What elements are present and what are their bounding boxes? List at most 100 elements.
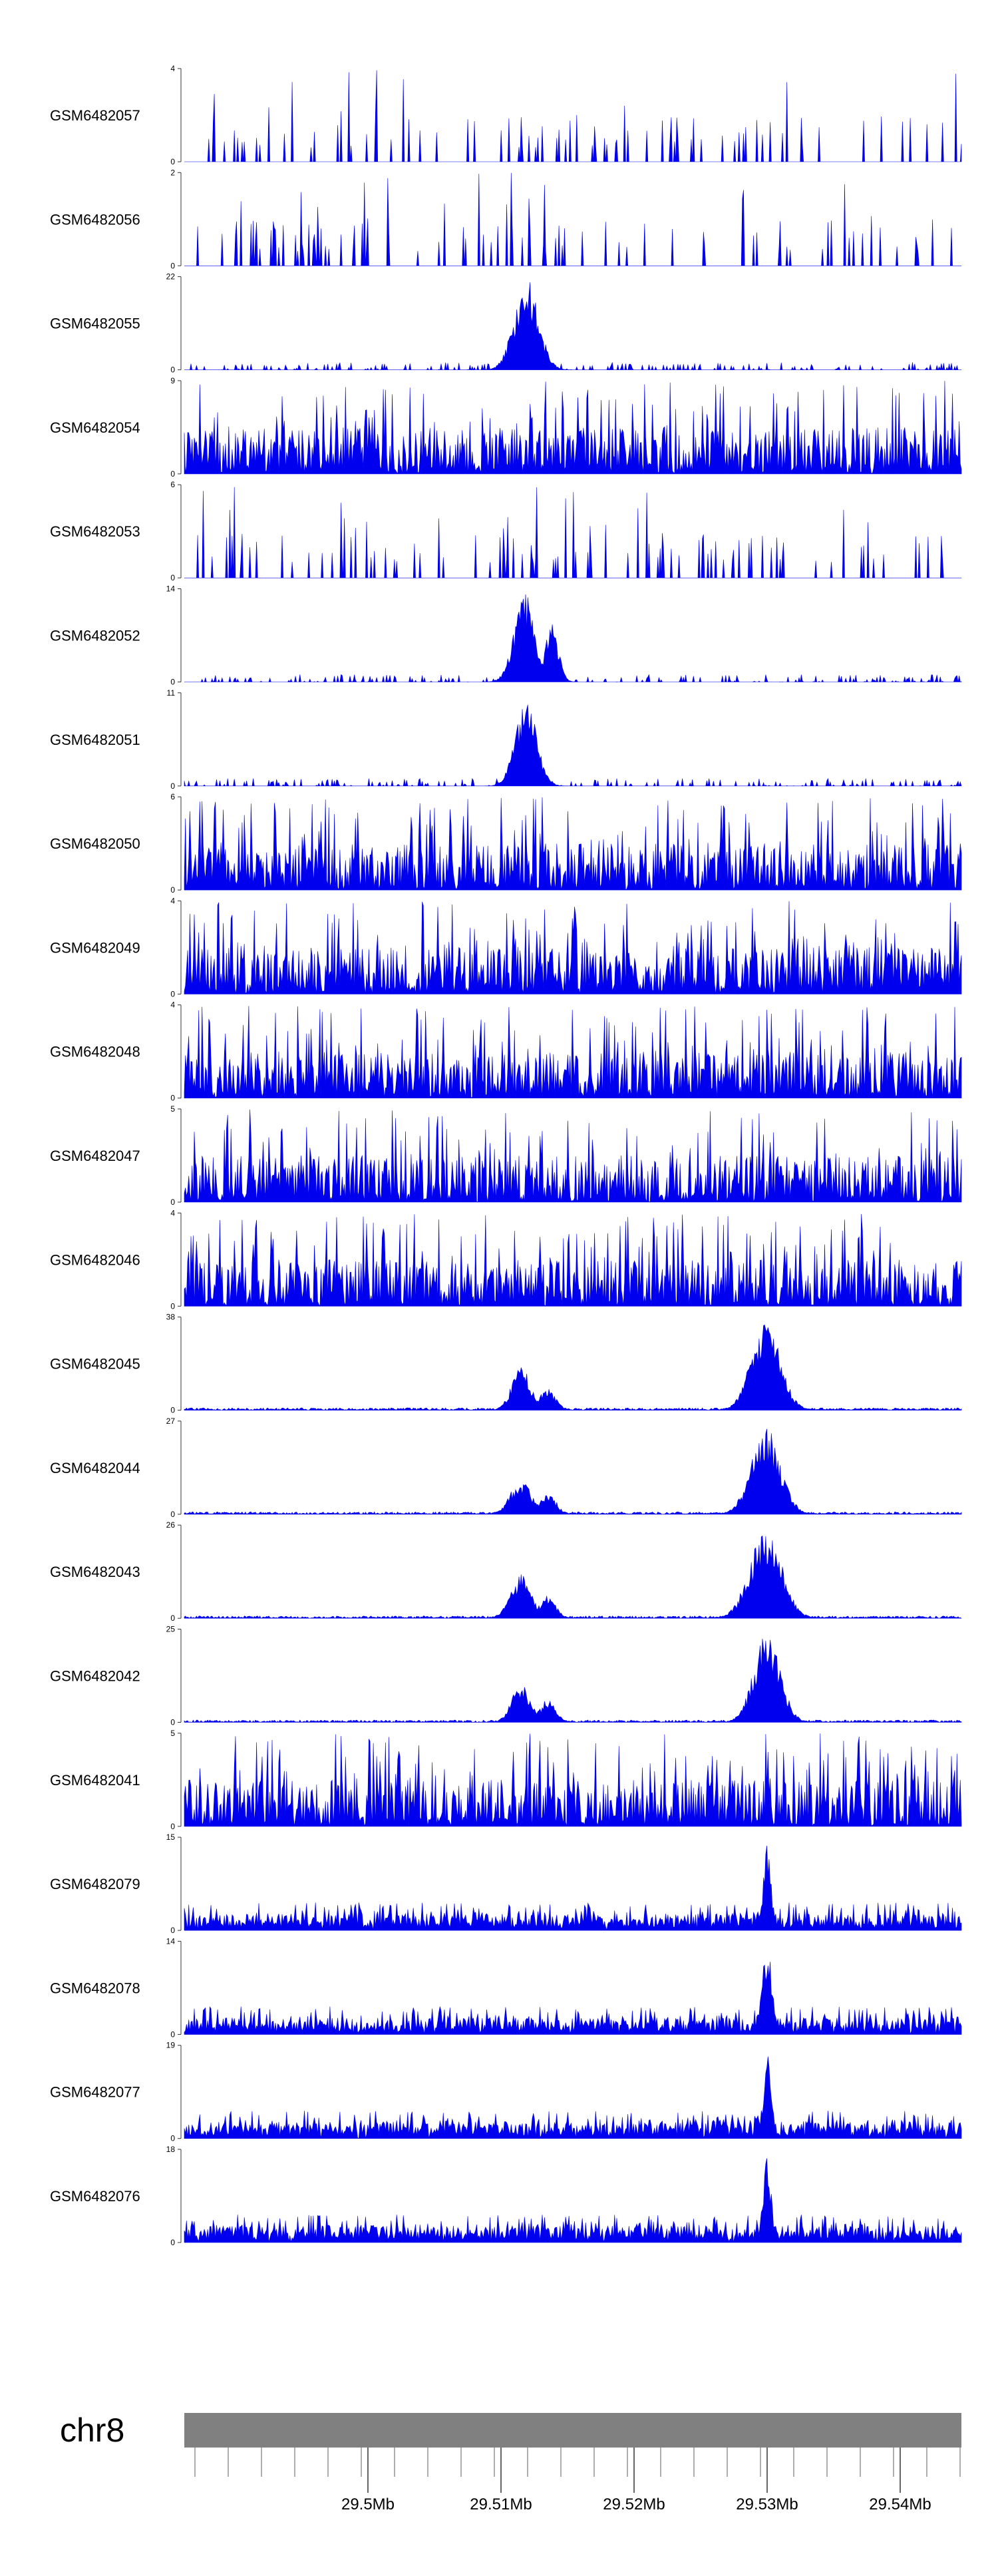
y-min-label: 0 [170, 1926, 175, 1935]
signal-area [184, 2158, 962, 2243]
track-GSM6482048: GSM6482048 4 0 [50, 1000, 962, 1103]
track-label: GSM6482056 [50, 211, 140, 228]
y-min-label: 0 [170, 469, 175, 479]
track-GSM6482044: GSM6482044 27 0 [50, 1416, 962, 1519]
signal-area [184, 1638, 962, 1723]
track-GSM6482042: GSM6482042 25 0 [50, 1625, 962, 1727]
track-label: GSM6482046 [50, 1251, 140, 1268]
signal-area [184, 282, 961, 371]
genomic-axis: 29.5Mb 29.51Mb 29.52Mb 29.53Mb 29.54Mb [194, 2448, 961, 2513]
y-min-label: 0 [170, 2134, 175, 2143]
y-max-label: 38 [166, 1313, 176, 1322]
track-label: GSM6482042 [50, 1668, 140, 1685]
track-GSM6482049: GSM6482049 4 0 [50, 896, 962, 998]
track-label: GSM6482052 [50, 628, 140, 644]
y-min-label: 0 [170, 573, 175, 582]
track-label: GSM6482041 [50, 1772, 140, 1789]
y-max-label: 15 [166, 1832, 176, 1842]
signal-area [184, 172, 961, 266]
y-min-label: 0 [170, 2030, 175, 2039]
track-GSM6482045: GSM6482045 38 0 [50, 1313, 962, 1415]
signal-area [184, 2056, 962, 2139]
track-GSM6482053: GSM6482053 6 0 [50, 480, 961, 582]
chromosome-bar [184, 2413, 961, 2448]
y-min-label: 0 [170, 1718, 175, 1727]
y-max-label: 27 [166, 1416, 176, 1426]
y-max-label: 4 [170, 1208, 175, 1217]
track-GSM6482054: GSM6482054 9 0 [50, 376, 962, 479]
position-label: 29.52Mb [603, 2495, 665, 2513]
position-label: 29.5Mb [341, 2495, 395, 2513]
signal-area [184, 381, 962, 475]
track-GSM6482047: GSM6482047 5 0 [50, 1104, 962, 1207]
y-min-label: 0 [170, 1510, 175, 1519]
track-label: GSM6482077 [50, 2084, 140, 2101]
y-min-label: 0 [170, 2238, 175, 2247]
track-label: GSM6482053 [50, 523, 140, 540]
position-label: 29.53Mb [736, 2495, 798, 2513]
signal-area [184, 1962, 962, 2035]
y-max-label: 4 [170, 1000, 175, 1010]
position-label: 29.54Mb [869, 2495, 931, 2513]
signal-area [184, 1845, 962, 1931]
track-GSM6482041: GSM6482041 5 0 [50, 1729, 962, 1831]
position-label: 29.51Mb [470, 2495, 532, 2513]
track-label: GSM6482048 [50, 1044, 140, 1060]
track-GSM6482076: GSM6482076 18 0 [50, 2145, 962, 2247]
y-min-label: 0 [170, 1406, 175, 1415]
y-max-label: 22 [166, 272, 176, 282]
signal-area [184, 1535, 962, 1619]
y-max-label: 4 [170, 896, 175, 905]
track-GSM6482056: GSM6482056 2 0 [50, 168, 961, 270]
signal-area [184, 594, 962, 683]
track-GSM6482046: GSM6482046 4 0 [50, 1208, 962, 1311]
signal-area [184, 1213, 962, 1307]
y-max-label: 14 [166, 1936, 176, 1946]
track-label: GSM6482043 [50, 1564, 140, 1580]
signal-area [184, 1109, 962, 1203]
y-max-label: 14 [166, 584, 176, 594]
y-max-label: 5 [170, 1104, 175, 1114]
track-GSM6482050: GSM6482050 6 0 [50, 792, 962, 895]
chromosome-ideogram: chr8 29.5Mb 29.51Mb 29.52Mb 29.53Mb 29.54Mb [60, 2412, 961, 2513]
track-GSM6482078: GSM6482078 14 0 [50, 1936, 962, 2039]
signal-area [184, 1324, 962, 1411]
y-min-label: 0 [170, 1094, 175, 1103]
y-min-label: 0 [170, 261, 175, 270]
track-label: GSM6482055 [50, 316, 140, 332]
y-max-label: 4 [170, 64, 175, 73]
track-label: GSM6482079 [50, 1876, 140, 1892]
signal-tracks: GSM648205740GSM648205620GSM6482055220GSM… [50, 64, 962, 2247]
track-label: GSM6482076 [50, 2188, 140, 2205]
y-min-label: 0 [170, 1301, 175, 1311]
signal-area [184, 1428, 962, 1515]
track-GSM6482051: GSM6482051 11 0 [50, 688, 962, 791]
y-max-label: 5 [170, 1729, 175, 1738]
track-GSM6482052: GSM6482052 14 0 [50, 584, 962, 687]
signal-area [184, 1733, 962, 1827]
y-max-label: 11 [167, 688, 176, 698]
track-label: GSM6482045 [50, 1356, 140, 1373]
signal-area [184, 487, 961, 578]
track-label: GSM6482078 [50, 1980, 140, 1996]
y-min-label: 0 [170, 678, 175, 687]
track-GSM6482079: GSM6482079 15 0 [50, 1832, 962, 1935]
y-min-label: 0 [170, 1613, 175, 1623]
signal-area [184, 901, 962, 994]
track-label: GSM6482044 [50, 1460, 140, 1476]
y-min-label: 0 [170, 157, 175, 166]
track-GSM6482055: GSM6482055 22 0 [50, 272, 961, 375]
y-min-label: 0 [170, 885, 175, 895]
track-GSM6482057: GSM6482057 4 0 [50, 64, 962, 166]
y-min-label: 0 [170, 781, 175, 791]
y-max-label: 26 [166, 1520, 176, 1530]
track-label: GSM6482050 [50, 835, 140, 852]
y-max-label: 2 [170, 168, 175, 177]
y-min-label: 0 [170, 365, 175, 375]
signal-area [184, 704, 962, 787]
y-min-label: 0 [170, 1197, 175, 1207]
track-label: GSM6482051 [50, 732, 140, 748]
y-min-label: 0 [170, 989, 175, 998]
y-max-label: 6 [170, 792, 175, 801]
